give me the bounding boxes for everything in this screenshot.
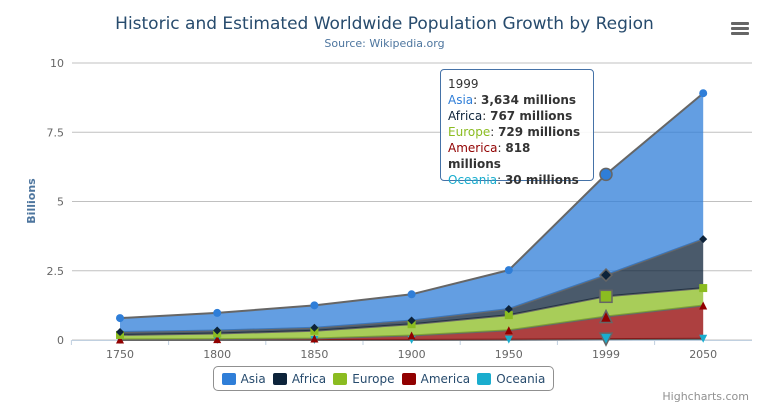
legend: Asia Africa Europe America Oceania: [213, 366, 554, 391]
tooltip-series: Europe: [448, 125, 491, 139]
point-africa: [504, 304, 513, 313]
x-tick-label: 2050: [689, 348, 717, 361]
tooltip: 1999 Asia: 3,634 millions Africa: 767 mil…: [440, 69, 594, 187]
point-asia: [407, 290, 416, 299]
point-america: [213, 335, 222, 344]
tooltip-series: Africa: [448, 109, 483, 123]
point-asia: [310, 301, 319, 310]
point-europe: [504, 311, 513, 320]
point-america: [310, 334, 319, 343]
x-tick-label: 1999: [592, 348, 620, 361]
x-tick-label: 1950: [495, 348, 523, 361]
x-tick-label: 1850: [300, 348, 328, 361]
area-africa: [120, 239, 704, 335]
y-tick-label: 2.5: [47, 265, 65, 278]
x-tick-label: 1900: [398, 348, 426, 361]
y-tick-label: 7.5: [47, 126, 65, 139]
point-america: [699, 301, 708, 310]
point-america: [407, 331, 416, 340]
tooltip-value: 3,634 millions: [481, 93, 577, 107]
point-oceania: [598, 332, 614, 347]
tooltip-series: Oceania: [448, 173, 498, 187]
point-africa: [407, 316, 416, 325]
area-asia: [120, 93, 704, 332]
y-tick-label: 0: [57, 334, 64, 347]
tooltip-row: Europe: 729 millions: [448, 125, 581, 139]
legend-item-america[interactable]: America: [401, 371, 471, 386]
legend-label: Africa: [291, 371, 327, 386]
point-europe: [599, 289, 613, 304]
chart-subtitle: Source: Wikipedia.org: [324, 37, 445, 50]
point-africa: [213, 326, 222, 335]
legend-label: Oceania: [496, 371, 546, 386]
point-africa: [699, 235, 708, 244]
tooltip-row: America: 818 millions: [448, 141, 531, 171]
legend-swatch: [477, 372, 492, 385]
y-tick-label: 5: [57, 196, 64, 209]
point-asia: [599, 167, 613, 182]
legend-item-africa[interactable]: Africa: [272, 371, 327, 386]
point-asia: [213, 308, 222, 317]
menu-icon[interactable]: [731, 22, 749, 36]
x-tick-label: 1800: [203, 348, 231, 361]
tooltip-series: Asia: [448, 93, 474, 107]
x-tick-label: 1750: [106, 348, 134, 361]
legend-item-oceania[interactable]: Oceania: [477, 372, 545, 386]
tooltip-value: 767 millions: [490, 109, 573, 123]
tooltip-row: Asia: 3,634 millions: [448, 93, 577, 107]
legend-swatch: [272, 372, 287, 385]
point-oceania: [504, 335, 513, 344]
credits-link[interactable]: Highcharts.com: [662, 390, 749, 403]
legend-label: America: [420, 371, 471, 386]
point-america: [504, 326, 513, 335]
tooltip-row: Oceania: 30 millions: [448, 173, 579, 187]
legend-swatch: [221, 372, 236, 385]
legend-label: Asia: [240, 371, 266, 386]
legend-swatch: [401, 372, 416, 385]
point-asia: [504, 266, 513, 275]
point-africa: [116, 327, 124, 336]
tooltip-header: 1999: [448, 77, 479, 91]
legend-swatch: [333, 372, 348, 385]
point-america: [116, 335, 124, 344]
point-europe: [699, 284, 708, 293]
point-africa: [310, 323, 319, 332]
y-tick-label: 10: [50, 57, 64, 70]
legend-item-asia[interactable]: Asia: [221, 371, 266, 386]
tooltip-value: 30 millions: [504, 173, 579, 187]
tooltip-series: America: [448, 141, 498, 155]
legend-item-europe[interactable]: Europe: [333, 372, 394, 386]
point-asia: [116, 314, 124, 323]
area-america: [120, 305, 704, 340]
point-asia: [699, 89, 708, 98]
point-america: [598, 308, 614, 324]
tooltip-value: 729 millions: [498, 125, 581, 139]
chart-title: Historic and Estimated Worldwide Populat…: [115, 14, 654, 34]
tooltip-value: 818 millions: [448, 141, 531, 171]
point-africa: [598, 268, 614, 283]
tooltip-row: Africa: 767 millions: [448, 109, 573, 123]
y-axis-title: Billions: [25, 178, 38, 224]
legend-label: Europe: [352, 371, 395, 386]
point-oceania: [699, 334, 708, 343]
